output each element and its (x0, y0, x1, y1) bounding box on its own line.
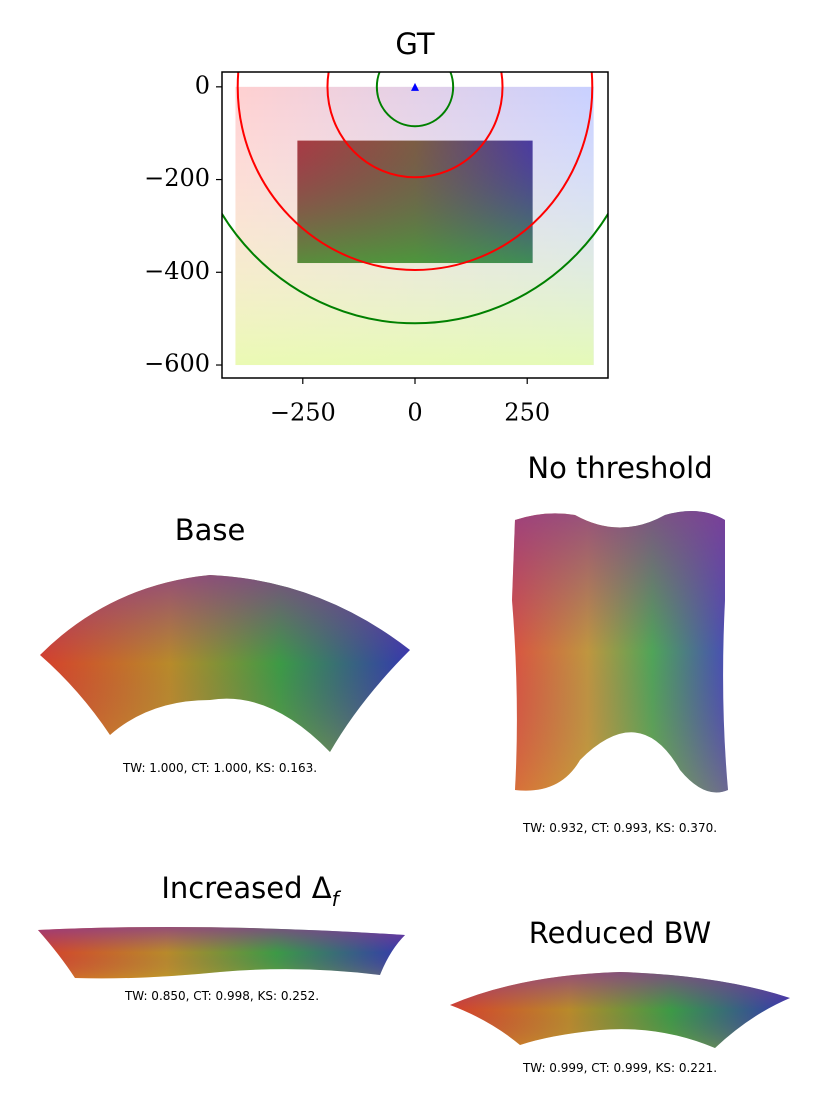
panel-title: GT (395, 27, 434, 61)
caption: TW: 0.850, CT: 0.998, KS: 0.252. (124, 989, 319, 1003)
plot-area (222, 72, 608, 366)
embedding-shape (450, 972, 790, 1048)
title-subscript: f (332, 887, 342, 911)
y-tick-label: −600 (144, 350, 210, 378)
caption: TW: 1.000, CT: 1.000, KS: 0.163. (122, 761, 317, 775)
panel-title: Base (175, 513, 246, 547)
embedding-shape (40, 575, 410, 752)
y-tick-label: 0 (195, 71, 210, 99)
caption: TW: 0.932, CT: 0.993, KS: 0.370. (522, 821, 717, 835)
x-tick-label: −250 (270, 399, 336, 427)
origin-marker (411, 82, 419, 91)
panel-title: Reduced BW (529, 916, 711, 950)
radius-circle (375, 72, 455, 128)
region-shade (297, 140, 533, 264)
x-tick-label: 0 (407, 399, 422, 427)
panel-title: No threshold (527, 451, 712, 485)
embedding-shape (38, 926, 405, 979)
embedding-shape (512, 511, 728, 793)
y-tick-label: −200 (144, 164, 210, 192)
y-tick-label: −400 (144, 257, 210, 285)
radius-circle (222, 212, 608, 325)
title-text: Increased Δ (161, 871, 331, 905)
panel-title: Increased Δf (161, 871, 341, 911)
radius-circle (326, 72, 504, 179)
x-tick-label: 250 (504, 399, 550, 427)
radius-circle (236, 72, 594, 271)
caption: TW: 0.999, CT: 0.999, KS: 0.221. (522, 1061, 717, 1075)
